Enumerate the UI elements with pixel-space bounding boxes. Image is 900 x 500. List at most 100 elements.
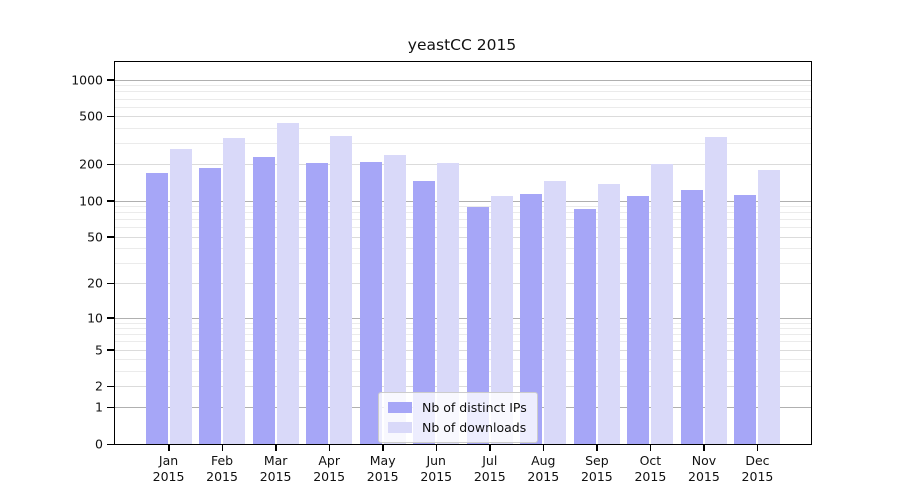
bar-distinct-ips-mar [252, 156, 275, 444]
gridline-mid [115, 386, 811, 388]
legend-item-downloads: Nb of downloads [388, 420, 527, 435]
gridline-mid [115, 164, 811, 166]
bar-distinct-ips-dec [734, 194, 757, 444]
x-axis-tick [168, 444, 170, 451]
legend: Nb of distinct IPs Nb of downloads [378, 392, 538, 443]
chart-title: yeastCC 2015 [407, 36, 517, 54]
bar-downloads-jul [490, 195, 513, 444]
bar-distinct-ips-aug [520, 194, 543, 444]
gridline-mid [115, 349, 811, 351]
bar-downloads-oct [651, 164, 674, 444]
bar-downloads-mar [276, 122, 299, 444]
x-axis-tick [703, 444, 705, 451]
gridline-major [115, 79, 811, 81]
x-axis-tick-label: Jan 2015 [152, 453, 185, 484]
gridline-minor [115, 85, 811, 87]
bar-distinct-ips-sep [573, 208, 596, 444]
bar-distinct-ips-nov [680, 190, 703, 444]
x-axis-tick-label: Dec 2015 [741, 453, 774, 484]
gridline-minor [115, 359, 811, 361]
y-axis-tick [106, 406, 114, 409]
y-axis-tick [106, 282, 114, 285]
x-axis-tick-label: Oct 2015 [634, 453, 667, 484]
bar-distinct-ips-feb [199, 167, 222, 444]
gridline-minor [115, 328, 811, 330]
x-axis-tick [221, 444, 224, 451]
bar-downloads-aug [544, 181, 567, 444]
gridline-minor [115, 219, 811, 221]
x-axis-tick [542, 444, 545, 451]
y-axis-tick-label: 200 [79, 156, 103, 172]
gridline-major [115, 200, 811, 202]
y-axis-tick [106, 79, 114, 81]
gridline-mid [115, 283, 811, 285]
y-axis-tick-label: 1000 [71, 72, 103, 88]
x-axis-tick-label: Mar 2015 [259, 453, 292, 484]
gridline-minor [115, 143, 811, 145]
gridline-minor [115, 334, 811, 336]
bar-downloads-jun [437, 163, 460, 444]
y-axis-tick-label: 5 [95, 342, 103, 358]
gridline-minor [115, 322, 811, 324]
y-axis-tick-label: 500 [79, 108, 103, 124]
bar-downloads-nov [704, 137, 727, 444]
y-axis-tick-label: 10 [87, 310, 103, 326]
bar-distinct-ips-jul [466, 206, 489, 444]
x-axis-tick [756, 444, 759, 451]
y-axis-tick [106, 443, 114, 445]
bar-downloads-sep [597, 183, 620, 444]
y-axis-tick-label: 0 [95, 436, 103, 452]
bar-downloads-apr [330, 136, 353, 444]
y-axis-tick [106, 236, 114, 238]
x-axis-tick [382, 444, 384, 451]
y-axis-tick [106, 349, 114, 351]
y-axis-tick-label: 50 [87, 229, 103, 245]
y-axis-tick-label: 2 [95, 378, 103, 394]
y-axis-tick-label: 1 [95, 399, 103, 415]
gridline-minor [115, 206, 811, 208]
gridline-minor [115, 127, 811, 129]
legend-item-distinct-ips: Nb of distinct IPs [388, 400, 527, 415]
x-axis-tick-label: Nov 2015 [688, 453, 720, 484]
y-axis-tick-label: 100 [79, 193, 103, 209]
y-axis-tick [106, 385, 114, 388]
x-axis-tick [649, 444, 652, 451]
bar-distinct-ips-oct [627, 195, 650, 444]
legend-label-downloads: Nb of downloads [422, 420, 527, 435]
x-axis-tick [275, 444, 277, 451]
y-axis-tick [106, 317, 114, 319]
plot-area: 0 1 2 5 10 20 50 100 200 500 1000 Jan 2015 Feb 2015 Mar… [71, 61, 812, 484]
gridline-minor [115, 106, 811, 108]
gridline-minor [115, 212, 811, 214]
bar-distinct-ips-may [359, 162, 382, 444]
x-axis-tick-label: Apr 2015 [313, 453, 346, 484]
x-axis-tick [435, 444, 438, 451]
bar-distinct-ips-jun [413, 180, 436, 444]
bar-downloads-may [383, 154, 406, 444]
legend-swatch-ips-icon [388, 402, 412, 413]
gridline-minor [115, 227, 811, 229]
y-axis-tick [106, 200, 114, 202]
gridline-mid [115, 116, 811, 118]
x-axis-tick-label: Feb 2015 [206, 453, 238, 484]
gridline-mid [115, 236, 811, 238]
bar-downloads-dec [758, 170, 781, 444]
gridline-minor [115, 98, 811, 100]
x-axis-tick-label: May 2015 [366, 453, 399, 484]
x-axis-tick-label: Aug 2015 [527, 453, 560, 484]
bar-distinct-ips-apr [306, 163, 329, 444]
gridline-minor [115, 91, 811, 93]
legend-swatch-downloads-icon [388, 422, 412, 433]
x-axis-tick [596, 444, 598, 451]
x-axis-tick [328, 444, 331, 451]
gridline-major [115, 317, 811, 319]
legend-label-distinct-ips: Nb of distinct IPs [422, 400, 527, 415]
x-axis-tick-label: Sep 2015 [580, 453, 613, 484]
bar-downloads-jan [169, 148, 192, 444]
bar-downloads-feb [223, 138, 246, 444]
y-axis-tick-label: 20 [87, 275, 103, 291]
x-axis-tick [489, 444, 491, 451]
y-axis-tick [106, 115, 114, 118]
bar-distinct-ips-jan [145, 172, 168, 444]
